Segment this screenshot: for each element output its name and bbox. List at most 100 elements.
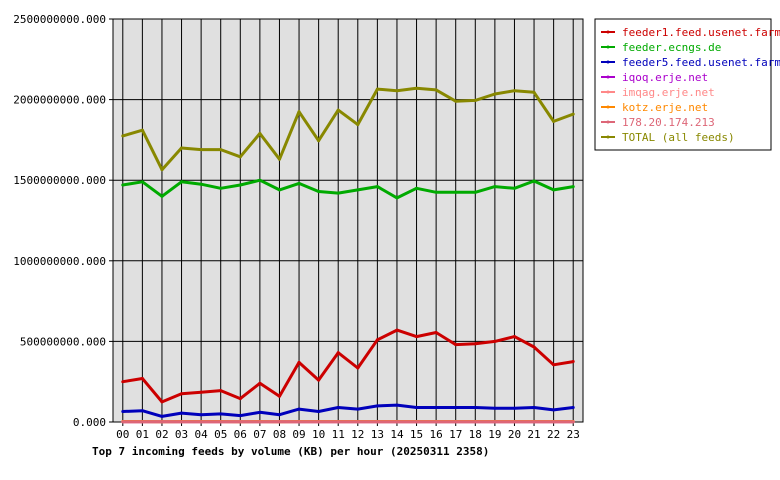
series-0-point <box>552 363 556 367</box>
legend-label: iqoq.erje.net <box>622 71 708 84</box>
series-1-point <box>512 186 516 190</box>
series-1-point <box>121 183 125 187</box>
series-1-point <box>297 181 301 185</box>
series-2-point <box>160 414 164 418</box>
x-tick-label: 03 <box>175 428 188 441</box>
series-1-point <box>199 182 203 186</box>
series-0-point <box>219 389 223 393</box>
series-0-point <box>199 390 203 394</box>
series-0-point <box>395 328 399 332</box>
series-7-point <box>336 108 340 112</box>
series-1-point <box>356 188 360 192</box>
series-1-point <box>434 190 438 194</box>
legend-label: kotz.erje.net <box>622 101 708 114</box>
series-0-point <box>434 331 438 335</box>
series-7-point <box>160 168 164 172</box>
series-7-point <box>434 88 438 92</box>
x-tick-label: 17 <box>449 428 462 441</box>
x-tick-label: 08 <box>273 428 286 441</box>
series-7-point <box>317 139 321 143</box>
legend-swatch-dot <box>606 90 610 94</box>
series-2-point <box>454 405 458 409</box>
series-6-point <box>434 420 438 424</box>
series-2-point <box>434 405 438 409</box>
legend-label: feeder1.feed.usenet.farm <box>622 26 780 39</box>
x-tick-label: 18 <box>469 428 482 441</box>
series-1-point <box>219 186 223 190</box>
series-1-point <box>395 196 399 200</box>
y-tick-label: 2500000000.000 <box>13 13 106 26</box>
series-2-point <box>180 411 184 415</box>
y-tick-label: 1000000000.000 <box>13 255 106 268</box>
x-tick-label: 13 <box>371 428 384 441</box>
x-tick-label: 12 <box>351 428 364 441</box>
series-line-2 <box>122 403 574 418</box>
x-tick-label: 04 <box>195 428 209 441</box>
x-tick-label: 22 <box>547 428 560 441</box>
series-2-point <box>375 404 379 408</box>
series-0-point <box>180 392 184 396</box>
plot-area <box>113 19 583 422</box>
legend-label: 178.20.174.213 <box>622 116 715 129</box>
series-0-point <box>473 342 477 346</box>
series-7-point <box>512 89 516 93</box>
series-2-point <box>532 405 536 409</box>
series-2-point <box>473 405 477 409</box>
x-tick-label: 02 <box>155 428 168 441</box>
series-7-point <box>454 99 458 103</box>
series-1-point <box>258 178 262 182</box>
series-0-point <box>140 376 144 380</box>
series-7-point <box>297 110 301 114</box>
x-tick-label: 10 <box>312 428 325 441</box>
series-6-point <box>199 420 203 424</box>
series-6-point <box>512 420 516 424</box>
series-line-1 <box>122 178 574 200</box>
x-tick-label: 21 <box>527 428 540 441</box>
series-7-point <box>395 89 399 93</box>
series-0-point <box>454 343 458 347</box>
series-2-point <box>395 403 399 407</box>
series-2-point <box>219 412 223 416</box>
series-1-point <box>493 185 497 189</box>
series-7-point <box>121 134 125 138</box>
series-7-point <box>532 90 536 94</box>
series-0-point <box>493 339 497 343</box>
series-2-point <box>415 405 419 409</box>
series-2-point <box>317 410 321 414</box>
series-1-point <box>160 194 164 198</box>
x-tick-label: 01 <box>136 428 149 441</box>
x-tick-label: 23 <box>567 428 580 441</box>
legend: feeder1.feed.usenet.farm feeder.ecngs.de f… <box>594 18 780 151</box>
x-tick-label: 14 <box>390 428 404 441</box>
series-7-point <box>140 128 144 132</box>
series-6-point <box>552 420 556 424</box>
series-7-point <box>238 155 242 159</box>
series-0-point <box>512 335 516 339</box>
legend-items: feeder1.feed.usenet.farm feeder.ecngs.de f… <box>601 26 780 144</box>
series-0-point <box>571 360 575 364</box>
series-1-point <box>571 185 575 189</box>
chart-title: Top 7 incoming feeds by volume (KB) per … <box>92 445 489 458</box>
series-6-point <box>473 420 477 424</box>
series-2-point <box>199 413 203 417</box>
x-tick-label: 20 <box>508 428 521 441</box>
legend-label: TOTAL (all feeds) <box>622 131 735 144</box>
series-2-point <box>493 406 497 410</box>
series-2-point <box>277 413 281 417</box>
series-6-point <box>258 420 262 424</box>
series-2-point <box>356 407 360 411</box>
series-6-point <box>415 420 419 424</box>
series-6-point <box>140 420 144 424</box>
legend-swatch-dot <box>606 135 610 139</box>
series-2-point <box>336 405 340 409</box>
series-6-point <box>297 420 301 424</box>
series-6-point <box>180 420 184 424</box>
series-0-point <box>277 394 281 398</box>
series-1-point <box>415 186 419 190</box>
x-tick-label: 09 <box>292 428 305 441</box>
y-tick-label: 500000000.000 <box>20 335 106 348</box>
series-1-point <box>140 180 144 184</box>
series-0-point <box>415 335 419 339</box>
legend-swatch-dot <box>606 75 610 79</box>
